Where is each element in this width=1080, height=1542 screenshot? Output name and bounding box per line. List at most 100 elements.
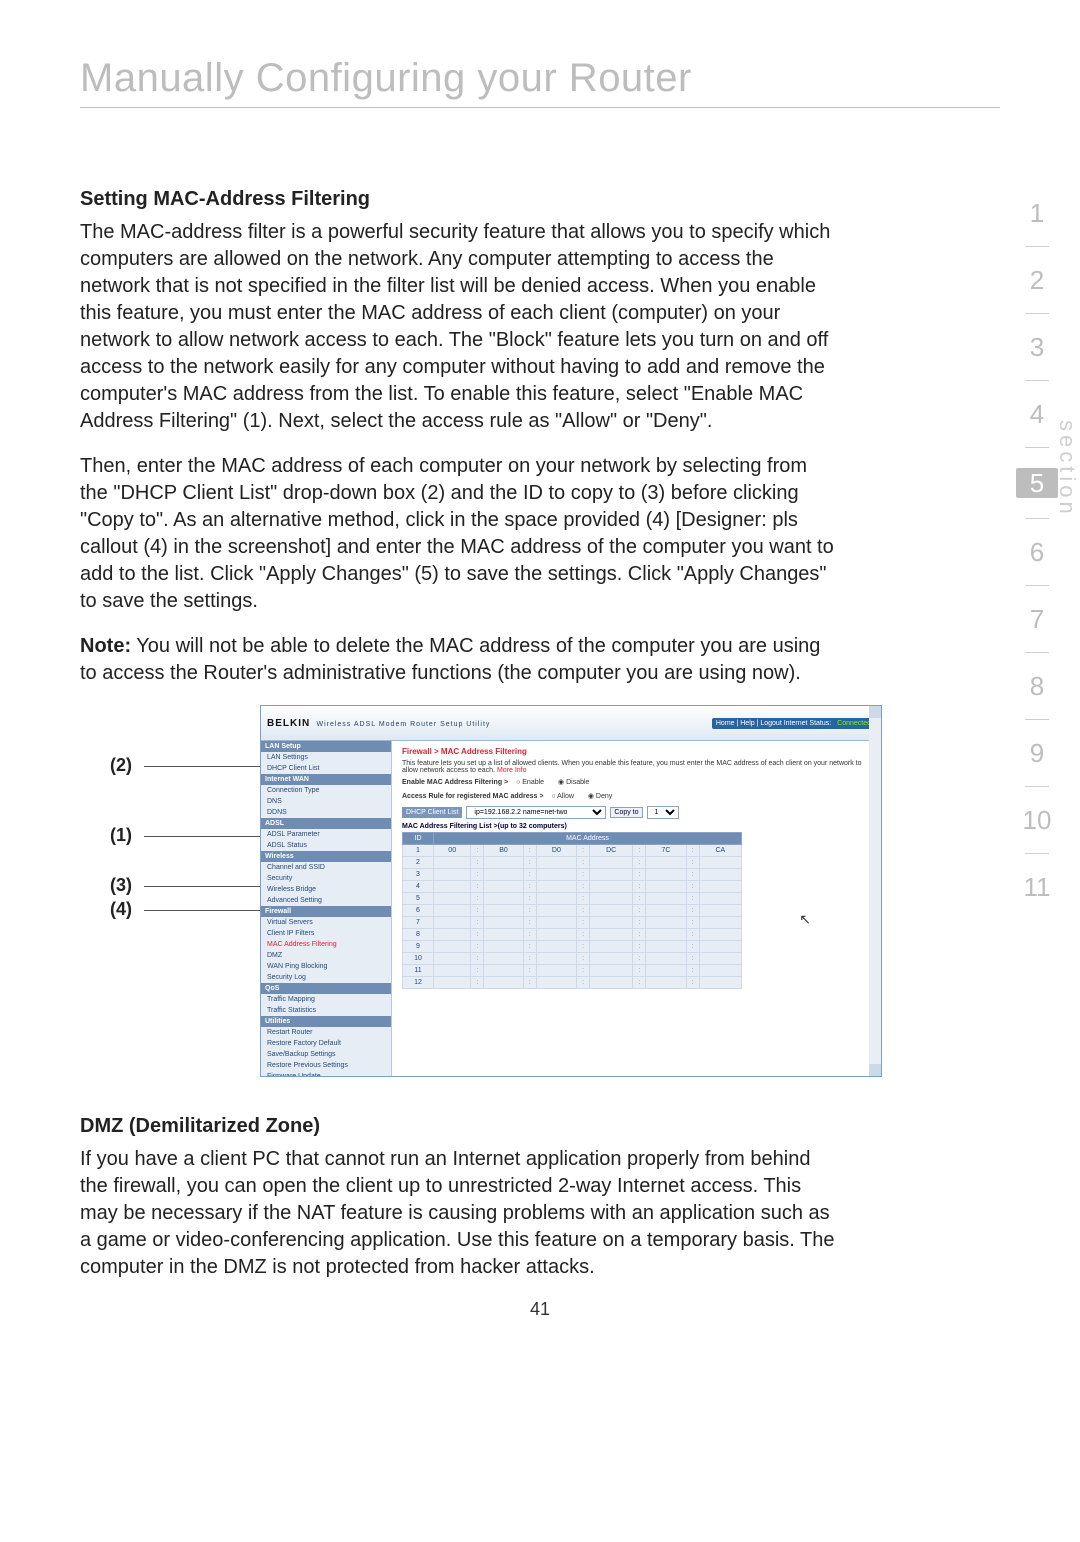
mac-cell[interactable] — [536, 893, 576, 905]
mac-cell[interactable] — [699, 869, 741, 881]
mac-cell[interactable] — [484, 929, 523, 941]
mac-cell[interactable] — [536, 953, 576, 965]
mac-cell[interactable]: 7C — [646, 845, 686, 857]
header-links[interactable]: Home | Help | Logout Internet Status: Co… — [712, 718, 875, 729]
sidebar-item[interactable]: WAN Ping Blocking — [261, 961, 391, 972]
mac-cell[interactable] — [699, 893, 741, 905]
sidebar-item[interactable]: MAC Address Filtering — [261, 939, 391, 950]
mac-cell[interactable]: D0 — [536, 845, 576, 857]
sidebar-item[interactable]: Save/Backup Settings — [261, 1049, 391, 1060]
mac-cell[interactable] — [484, 953, 523, 965]
mac-cell[interactable] — [646, 965, 686, 977]
sidebar-item[interactable]: Wireless Bridge — [261, 884, 391, 895]
sidebar-item[interactable]: Virtual Servers — [261, 917, 391, 928]
sidebar-item[interactable]: Security — [261, 873, 391, 884]
mac-cell[interactable] — [484, 917, 523, 929]
mac-cell[interactable] — [434, 965, 471, 977]
rule-radio-deny[interactable]: ◉ Deny — [588, 793, 618, 800]
mac-cell[interactable] — [434, 869, 471, 881]
mac-cell[interactable] — [484, 977, 523, 989]
mac-cell[interactable]: 00 — [434, 845, 471, 857]
mac-cell[interactable] — [484, 893, 523, 905]
dhcp-client-select[interactable]: ip=192.168.2.2 name=net-two — [466, 806, 606, 819]
section-nav-item[interactable]: 10 — [1016, 807, 1058, 833]
mac-cell[interactable] — [434, 905, 471, 917]
mac-cell[interactable] — [434, 881, 471, 893]
mac-cell[interactable] — [590, 953, 633, 965]
mac-cell[interactable] — [590, 941, 633, 953]
rule-radio-allow[interactable]: ○ Allow — [551, 793, 580, 800]
mac-cell[interactable] — [590, 965, 633, 977]
mac-cell[interactable] — [646, 869, 686, 881]
section-nav-item[interactable]: 11 — [1016, 874, 1058, 900]
sidebar-item[interactable]: DMZ — [261, 950, 391, 961]
mac-cell[interactable] — [590, 869, 633, 881]
sidebar-item[interactable]: Traffic Statistics — [261, 1005, 391, 1016]
mac-cell[interactable] — [434, 941, 471, 953]
section-nav-item[interactable]: 4 — [1016, 401, 1058, 427]
mac-cell[interactable] — [536, 857, 576, 869]
mac-cell[interactable] — [434, 953, 471, 965]
copy-to-button[interactable]: Copy to — [610, 807, 642, 818]
mac-cell[interactable] — [536, 929, 576, 941]
sidebar-item[interactable]: Advanced Setting — [261, 895, 391, 906]
mac-cell[interactable] — [434, 929, 471, 941]
mac-cell[interactable] — [536, 941, 576, 953]
sidebar-item[interactable]: Client IP Filters — [261, 928, 391, 939]
mac-cell[interactable] — [699, 917, 741, 929]
mac-cell[interactable] — [484, 881, 523, 893]
sidebar-item[interactable]: DNS — [261, 796, 391, 807]
mac-cell[interactable] — [646, 881, 686, 893]
sidebar-item[interactable]: DHCP Client List — [261, 763, 391, 774]
mac-cell[interactable] — [699, 941, 741, 953]
mac-cell[interactable] — [434, 977, 471, 989]
mac-cell[interactable] — [434, 917, 471, 929]
section-nav-item[interactable]: 5 — [1016, 468, 1058, 498]
sidebar-item[interactable]: Security Log — [261, 972, 391, 983]
sidebar-item[interactable]: Channel and SSID — [261, 862, 391, 873]
sidebar-item[interactable]: Restart Router — [261, 1027, 391, 1038]
mac-cell[interactable]: CA — [699, 845, 741, 857]
mac-cell[interactable] — [590, 917, 633, 929]
more-info-link[interactable]: More Info — [497, 767, 527, 774]
mac-cell[interactable]: DC — [590, 845, 633, 857]
sidebar-item[interactable]: Traffic Mapping — [261, 994, 391, 1005]
mac-cell[interactable] — [590, 857, 633, 869]
mac-cell[interactable] — [484, 869, 523, 881]
mac-cell[interactable] — [484, 965, 523, 977]
enable-radio-disable[interactable]: ◉ Disable — [558, 779, 595, 786]
sidebar-item[interactable]: ADSL Status — [261, 840, 391, 851]
mac-cell[interactable] — [699, 905, 741, 917]
mac-cell[interactable] — [484, 857, 523, 869]
mac-cell[interactable] — [434, 857, 471, 869]
mac-cell[interactable] — [646, 893, 686, 905]
mac-cell[interactable]: B0 — [484, 845, 523, 857]
mac-cell[interactable] — [484, 905, 523, 917]
section-nav-item[interactable]: 2 — [1016, 267, 1058, 293]
sidebar-item[interactable]: Connection Type — [261, 785, 391, 796]
mac-cell[interactable] — [536, 977, 576, 989]
mac-cell[interactable] — [434, 893, 471, 905]
mac-cell[interactable] — [646, 941, 686, 953]
mac-cell[interactable] — [699, 977, 741, 989]
sidebar-item[interactable]: Restore Factory Default — [261, 1038, 391, 1049]
mac-cell[interactable] — [536, 965, 576, 977]
sidebar-item[interactable]: ADSL Parameter — [261, 829, 391, 840]
mac-cell[interactable] — [536, 881, 576, 893]
mac-cell[interactable] — [536, 905, 576, 917]
mac-cell[interactable] — [699, 857, 741, 869]
sidebar-item[interactable]: Firmware Update — [261, 1071, 391, 1077]
mac-cell[interactable] — [590, 905, 633, 917]
section-nav-item[interactable]: 9 — [1016, 740, 1058, 766]
section-nav-item[interactable]: 6 — [1016, 539, 1058, 565]
mac-cell[interactable] — [590, 929, 633, 941]
mac-cell[interactable] — [484, 941, 523, 953]
mac-cell[interactable] — [699, 953, 741, 965]
section-nav-item[interactable]: 7 — [1016, 606, 1058, 632]
mac-cell[interactable] — [646, 905, 686, 917]
mac-cell[interactable] — [699, 881, 741, 893]
copy-id-select[interactable]: 1 — [647, 806, 679, 819]
enable-radio-enable[interactable]: ○ Enable — [516, 779, 550, 786]
mac-cell[interactable] — [699, 965, 741, 977]
mac-cell[interactable] — [590, 977, 633, 989]
